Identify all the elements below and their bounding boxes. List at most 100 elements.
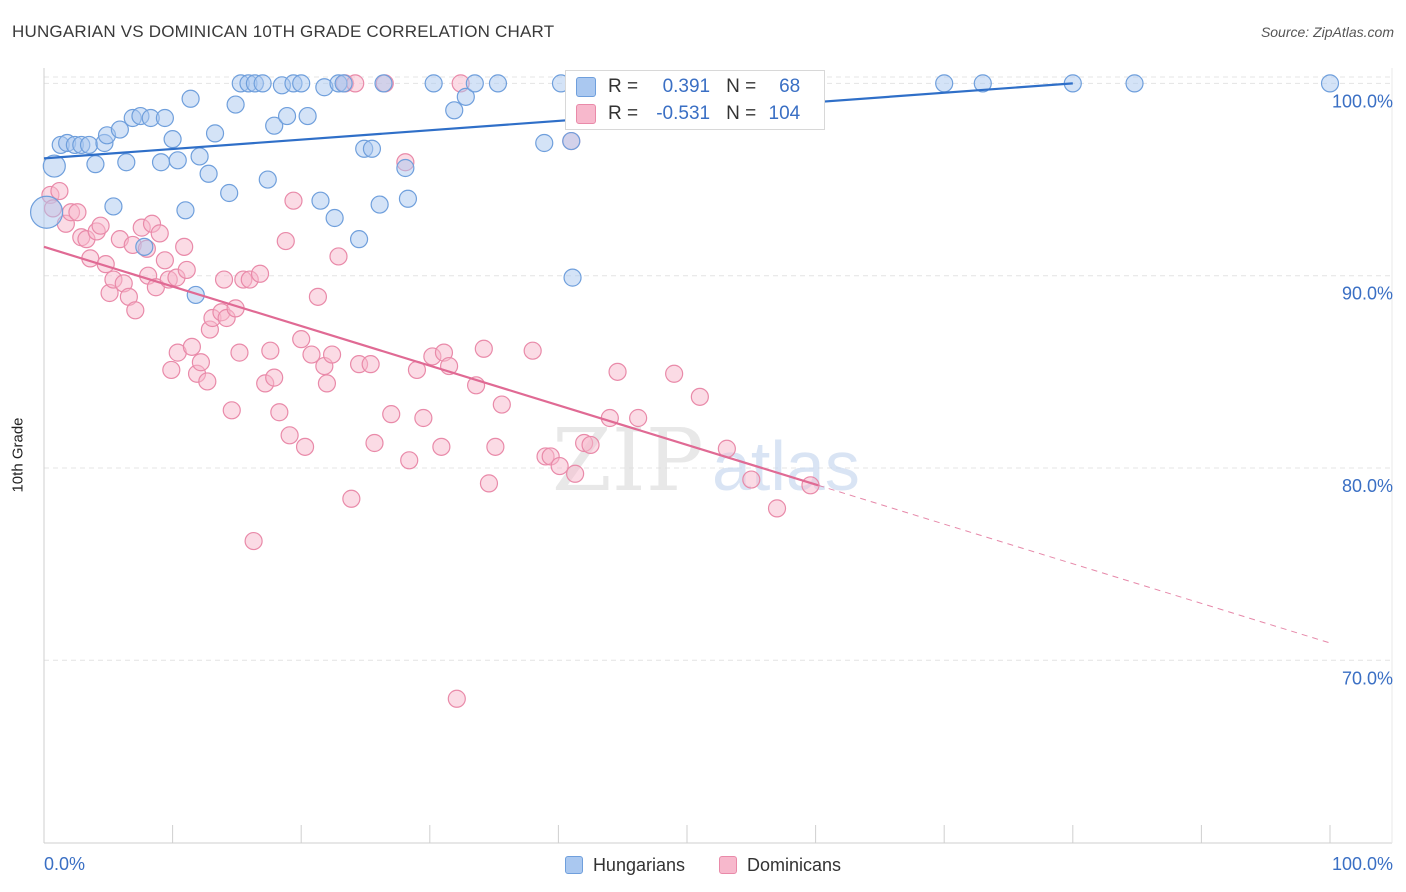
dominican-point (432, 437, 451, 456)
hungarian-point (168, 151, 187, 170)
dominican-point (361, 355, 380, 374)
x-tick-label-max: 100.0% (1332, 854, 1393, 874)
hungarian-point (151, 153, 171, 172)
legend-label-dominicans: Dominicans (747, 854, 842, 875)
dominican-point (265, 368, 284, 387)
x-tick-label-min: 0.0% (44, 854, 85, 874)
hungarian-point (292, 74, 311, 93)
hungarian-point (42, 154, 66, 178)
hungarians-trend-line (43, 82, 1073, 160)
hungarian-point (186, 285, 205, 305)
hungarian-point (163, 130, 182, 149)
dominican-point (198, 372, 217, 391)
hungarian-point (265, 116, 284, 135)
hungarian-point (325, 208, 344, 228)
trend-lines (43, 82, 1331, 644)
hungarian-point (456, 87, 475, 106)
hungarian-point (1320, 74, 1340, 93)
hungarian-point (298, 106, 317, 126)
dominican-point (523, 341, 542, 360)
dominican-point (486, 437, 505, 456)
y-tick-label: 70.0% (1342, 668, 1393, 688)
dominican-point (50, 181, 69, 201)
dominican-point (177, 260, 196, 280)
r-label: R = (608, 103, 639, 124)
r-value: -0.531 (656, 103, 711, 124)
dominican-point (474, 339, 493, 358)
hungarian-point (562, 131, 581, 151)
source-label: Source: ZipAtlas.com (1260, 24, 1394, 40)
hungarian-point (181, 89, 200, 108)
dominican-point (244, 531, 263, 551)
hungarian-point (205, 124, 225, 143)
dominican-point (342, 489, 361, 508)
dominican-point (91, 216, 110, 235)
legend-item-dominicans[interactable]: Dominicans (719, 855, 841, 876)
dominican-point (767, 499, 787, 518)
dominican-point (690, 387, 709, 406)
dominican-point (214, 270, 234, 289)
hungarian-point (935, 74, 954, 93)
dominicans-trend-extension (818, 484, 1331, 644)
dominican-point (492, 395, 511, 414)
dominican-point (608, 362, 627, 381)
dominican-point (322, 345, 342, 364)
hungarian-point (465, 74, 484, 93)
y-tick-label: 80.0% (1342, 476, 1393, 496)
hungarian-point (104, 197, 123, 216)
hungarian-point (488, 74, 508, 93)
dominican-point (68, 203, 87, 222)
y-axis-label: 10th Grade (9, 417, 27, 493)
hungarian-point (155, 108, 174, 128)
hungarian-point (258, 170, 277, 189)
dominicans-legend-swatch (719, 856, 737, 874)
hungarian-point (424, 74, 443, 93)
dominican-point (250, 264, 270, 283)
stats-row-dominicans: R = -0.531 N = 104 (576, 101, 800, 127)
dominican-point (400, 451, 419, 470)
dominican-point (270, 403, 289, 422)
hungarian-point (79, 135, 99, 155)
hungarians-points (29, 74, 1340, 305)
hungarian-point (398, 189, 418, 208)
dominican-point (222, 401, 241, 420)
dominican-point (414, 408, 433, 428)
dominican-point (317, 374, 337, 393)
series-legend: Hungarians Dominicans (0, 852, 1406, 878)
r-value: 0.391 (662, 76, 711, 97)
y-tick-label: 90.0% (1342, 284, 1393, 304)
dominican-point (182, 337, 201, 356)
hungarian-point (445, 101, 464, 120)
hungarian-point (190, 147, 209, 166)
chart-title: HUNGARIAN VS DOMINICAN 10TH GRADE CORREL… (12, 22, 555, 41)
dominican-point (329, 247, 348, 266)
dominican-point (191, 353, 210, 372)
legend-item-hungarians[interactable]: Hungarians (564, 854, 685, 876)
dominican-point (629, 408, 648, 428)
hungarian-point (311, 191, 330, 210)
tick-labels: 70.0% 80.0% 90.0% 100.0% 0.0% 100.0% (44, 91, 1393, 874)
hungarian-point (220, 183, 239, 203)
hungarian-point (199, 164, 218, 183)
dominican-point (292, 330, 311, 349)
grid-lines (44, 76, 1392, 661)
dominican-point (566, 464, 585, 483)
hungarian-point (110, 120, 129, 139)
watermark-atlas: atlas (712, 427, 860, 505)
dominican-point (150, 224, 169, 243)
hungarian-point (349, 230, 369, 249)
n-value: 68 (779, 76, 801, 97)
n-label: N = (726, 103, 757, 124)
hungarian-point (396, 158, 415, 178)
dominican-point (365, 433, 384, 453)
hungarian-point (973, 74, 992, 93)
hungarian-point (374, 74, 393, 93)
dominicans-swatch (576, 104, 596, 124)
dominican-point (447, 689, 466, 708)
hungarians-legend-swatch (564, 856, 583, 874)
hungarian-point (135, 237, 154, 256)
dominicans-points (41, 74, 820, 708)
dominican-point (308, 287, 328, 306)
legend-label-hungarians: Hungarians (592, 854, 685, 875)
dominican-point (175, 237, 194, 256)
